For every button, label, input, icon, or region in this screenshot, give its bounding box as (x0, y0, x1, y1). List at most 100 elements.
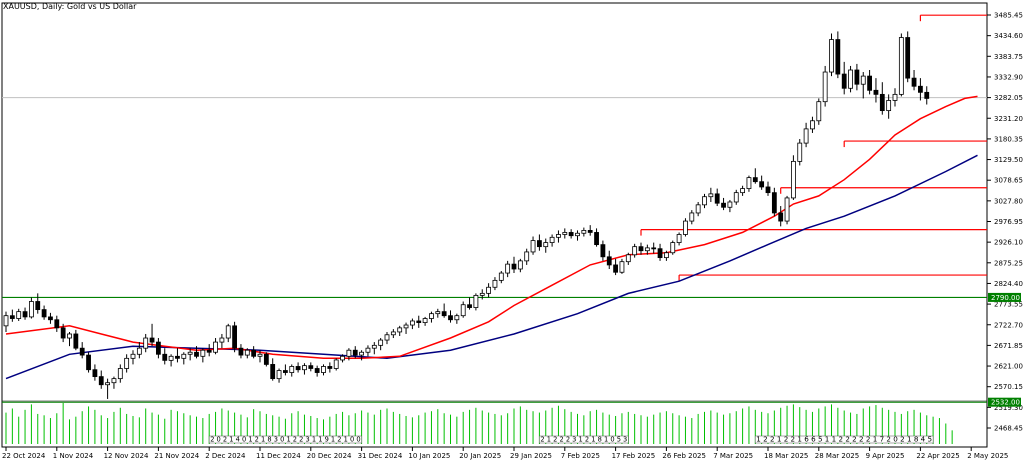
price-tick-label: 2570.15 (994, 383, 1023, 391)
candle-bull (346, 349, 352, 357)
date-tick-label: 7 Mar 2025 (713, 452, 753, 460)
candle-bear (73, 333, 79, 349)
candle-bull (727, 201, 733, 208)
candle-bull (168, 355, 174, 361)
candle-bear (54, 319, 60, 329)
candle-bull (543, 242, 549, 248)
volume-label-text: 2 0 2 1 4 0 1 2 1 8 3 0 1 2 2 3 1 1 9 1 … (210, 436, 360, 444)
candle-bull (797, 142, 803, 162)
candle-bear (263, 353, 269, 365)
candle-bear (467, 304, 472, 308)
candle-bear (206, 349, 212, 353)
date-tick-label: 7 Feb 2025 (561, 452, 600, 460)
date-tick-label: 22 Apr 2025 (916, 452, 959, 460)
price-tick-label: 3180.35 (994, 135, 1023, 143)
price-tag-label: 2532.00 (991, 399, 1020, 407)
candle-bear (98, 376, 104, 386)
candle-bull (803, 128, 809, 144)
candle-bear (238, 347, 244, 356)
candle-bull (695, 204, 701, 214)
candle-bull (111, 378, 117, 384)
candle-bull (289, 366, 295, 373)
candle-bull (403, 324, 409, 329)
candle-bear (448, 315, 453, 321)
candle-bull (213, 341, 218, 353)
price-tag-bg (988, 292, 1021, 302)
volume-label-text: 1 2 2 1 2 2 1 6 6 5 1 1 2 2 2 2 2 1 7 2 … (756, 436, 932, 444)
candle-bull (664, 252, 669, 259)
candle-bull (28, 301, 34, 318)
candle-bear (416, 320, 422, 323)
candle-bull (689, 212, 695, 222)
candle-bear (873, 89, 879, 95)
candle-bull (136, 347, 142, 355)
candle-bear (92, 369, 98, 378)
date-tick-label: 26 Feb 2025 (662, 452, 706, 460)
candle-bear (867, 75, 872, 91)
candle-bull (409, 320, 415, 326)
candle-bull (625, 254, 631, 263)
candle-bull (816, 101, 822, 122)
candle-bull (384, 334, 390, 341)
price-tick-label: 3078.65 (994, 177, 1023, 185)
volume-label-text: 2 1 2 2 2 3 1 2 1 8 1 0 5 3 (540, 436, 627, 444)
date-tick-label: 9 Apr 2025 (866, 452, 905, 460)
candle-bull (187, 351, 193, 355)
date-tick-label: 2 Dec 2024 (205, 452, 246, 460)
candle-bear (308, 365, 314, 369)
candle-bull (702, 196, 707, 206)
candle-bull (683, 220, 688, 235)
price-tick-label: 3332.90 (994, 73, 1023, 81)
candle-bull (333, 359, 339, 369)
candle-bull (244, 349, 250, 356)
date-tick-label: 2 May 2025 (967, 452, 1008, 460)
candle-bear (651, 247, 657, 250)
candle-bull (302, 365, 307, 371)
candle-bull (791, 160, 796, 199)
candle-bear (638, 246, 644, 252)
candle-bear (149, 337, 155, 343)
candle-bear (771, 192, 777, 214)
volume-label-box (755, 435, 934, 444)
candle-bull (130, 353, 136, 359)
candle-bear (194, 351, 199, 357)
candle-bear (155, 341, 161, 355)
candle-bull (460, 304, 466, 317)
candle-bull (454, 315, 460, 321)
price-tick-label: 2773.55 (994, 301, 1023, 309)
candle-bear (79, 347, 85, 356)
candle-bull (492, 279, 498, 288)
candle-bull (670, 242, 676, 254)
price-tick-label: 2671.85 (994, 342, 1023, 350)
candle-bear (60, 327, 66, 339)
candle-bull (810, 120, 815, 130)
date-tick-label: 1 Nov 2024 (53, 452, 94, 460)
candle-bull (860, 75, 866, 85)
candle-bear (613, 264, 618, 273)
candle-bull (733, 192, 739, 203)
candle-bull (498, 272, 504, 281)
candle-bull (340, 355, 345, 361)
candle-bull (378, 339, 384, 346)
candle-bull (365, 347, 371, 353)
price-tick-label: 2824.40 (994, 280, 1023, 288)
candle-bull (473, 294, 479, 308)
candle-bear (86, 354, 91, 371)
candle-bull (143, 337, 149, 349)
candle-bear (327, 366, 333, 369)
price-tick-label: 2468.45 (994, 425, 1023, 433)
candle-bear (41, 309, 47, 318)
candle-bear (600, 244, 606, 258)
candle-bull (517, 260, 523, 270)
candle-bull (784, 197, 790, 222)
candle-bear (295, 366, 301, 371)
candle-bull (829, 39, 834, 73)
candle-bull (422, 318, 428, 323)
date-tick-label: 29 Jan 2025 (510, 452, 552, 460)
candle-bear (282, 370, 288, 373)
candle-bull (848, 69, 853, 89)
candle-bull (67, 333, 72, 339)
price-tick-label: 3231.20 (994, 115, 1023, 123)
